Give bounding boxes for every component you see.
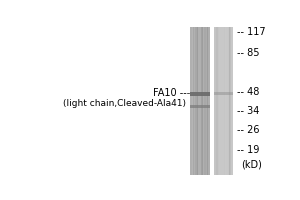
Bar	[207, 27, 208, 175]
Bar	[197, 27, 198, 175]
Bar	[199, 27, 200, 175]
Text: FA10 --: FA10 --	[153, 88, 186, 98]
Bar	[210, 27, 214, 175]
Bar	[229, 27, 230, 175]
Bar	[225, 27, 226, 175]
Bar	[197, 27, 198, 175]
Bar	[214, 27, 233, 175]
Bar	[190, 92, 210, 96]
Bar	[214, 27, 215, 175]
Bar	[230, 27, 231, 175]
Bar	[193, 27, 194, 175]
Bar	[228, 27, 229, 175]
Text: -- 19: -- 19	[238, 145, 260, 155]
Bar	[199, 27, 200, 175]
Bar	[194, 27, 195, 175]
Text: (kD): (kD)	[241, 160, 262, 170]
Bar	[214, 92, 233, 95]
Bar	[218, 27, 219, 175]
Bar	[215, 27, 216, 175]
Bar	[192, 27, 193, 175]
Bar	[230, 27, 231, 175]
Text: -- 48: -- 48	[238, 87, 260, 97]
Bar	[205, 27, 206, 175]
Bar	[192, 27, 193, 175]
Text: -- 26: -- 26	[238, 125, 260, 135]
Bar	[217, 27, 218, 175]
Bar	[190, 105, 210, 108]
Bar	[190, 27, 210, 175]
Bar	[206, 27, 208, 175]
Bar	[195, 27, 196, 175]
Text: -- 85: -- 85	[238, 48, 260, 58]
Text: -- 34: -- 34	[238, 106, 260, 116]
Bar	[201, 27, 202, 175]
Text: (light chain,Cleaved-Ala41): (light chain,Cleaved-Ala41)	[63, 99, 186, 108]
Bar	[215, 27, 217, 175]
Bar	[208, 27, 209, 175]
Bar	[202, 27, 203, 175]
Bar	[196, 27, 197, 175]
Text: -- 117: -- 117	[238, 27, 266, 37]
Bar	[228, 27, 229, 175]
Bar	[217, 27, 218, 175]
Bar	[224, 27, 225, 175]
Bar	[202, 27, 203, 175]
Bar	[201, 27, 203, 175]
Bar	[194, 27, 196, 175]
